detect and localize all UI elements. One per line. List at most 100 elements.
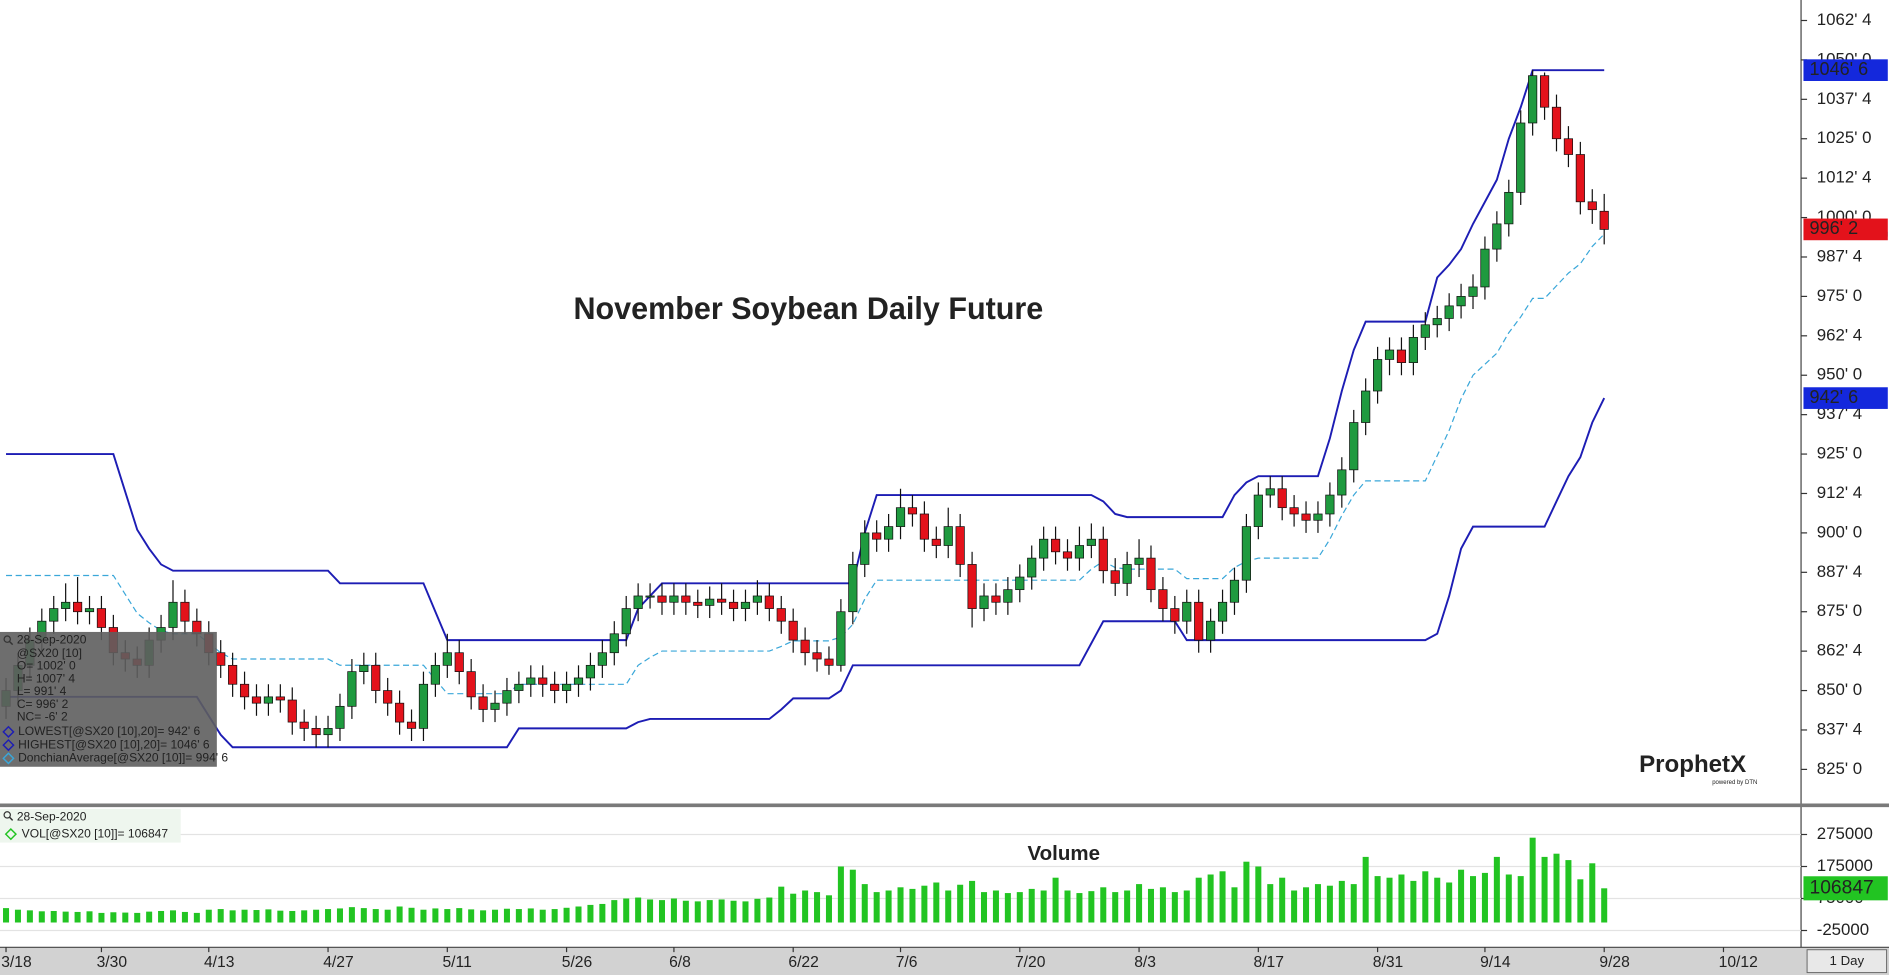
interval-label: 1 Day — [1830, 953, 1865, 968]
candle-body — [824, 658, 834, 666]
candle-body — [1313, 513, 1323, 521]
volume-bar — [1398, 874, 1405, 923]
volume-bar — [360, 908, 367, 923]
y-tick-label: 175000 — [1817, 856, 1873, 875]
candle-body — [1217, 601, 1228, 622]
x-tick-label: 8/3 — [1134, 954, 1156, 971]
volume-bar — [1469, 876, 1477, 923]
search-icon — [9, 641, 14, 646]
x-tick-label: 10/12 — [1719, 954, 1758, 971]
volume-bar — [1601, 888, 1608, 923]
candle-body — [1170, 608, 1180, 622]
value-label-box — [1803, 876, 1888, 901]
x-tick-label: 7/6 — [896, 954, 918, 971]
volume-bar — [277, 910, 284, 923]
volume-bar — [802, 890, 809, 923]
candle-body — [1277, 488, 1287, 509]
volume-bar — [1493, 856, 1500, 923]
volume-bar — [1100, 887, 1107, 923]
candle-body — [1086, 538, 1096, 546]
candle-body — [1301, 513, 1311, 521]
candle-body — [406, 721, 417, 729]
candle-body — [1039, 538, 1049, 559]
volume-bar — [444, 909, 451, 923]
candle-body — [645, 595, 655, 598]
channel-line — [6, 69, 1605, 642]
x-tick-label: 8/17 — [1254, 954, 1284, 971]
watermark: ProphetX — [1639, 751, 1746, 778]
volume-bar — [1219, 871, 1226, 923]
volume-bar — [229, 910, 236, 923]
volume-bar — [814, 892, 821, 923]
volume-bar — [861, 884, 868, 923]
candle-body — [538, 677, 548, 685]
volume-bar — [1481, 872, 1488, 923]
volume-bar — [456, 908, 463, 923]
candle-body — [180, 601, 190, 622]
candle-body — [967, 564, 977, 609]
candle-body — [633, 595, 643, 609]
legend-icon — [2, 752, 15, 765]
volume-bar — [575, 906, 582, 923]
y-tick-label: 850' 0 — [1817, 680, 1862, 699]
volume-bar — [981, 892, 988, 923]
volume-bar — [778, 886, 785, 923]
volume-bar — [682, 900, 689, 923]
volume-bar — [1565, 860, 1572, 923]
candle-body — [872, 532, 882, 540]
candle-body — [1206, 620, 1216, 641]
candle-body — [1504, 191, 1514, 225]
volume-bar — [1064, 890, 1071, 923]
y-tick-label: 912' 4 — [1817, 483, 1862, 502]
volume-bar — [670, 898, 677, 923]
candle-body — [1158, 589, 1168, 609]
candle-body — [84, 608, 95, 613]
volume-bar — [599, 903, 606, 923]
candle-body — [192, 620, 202, 635]
candle-body — [1468, 286, 1478, 297]
y-tick-label: 975' 0 — [1817, 286, 1862, 305]
candle-body — [1587, 201, 1597, 211]
candle-body — [752, 595, 762, 603]
candle-body — [550, 683, 560, 691]
x-tick-label: 9/14 — [1480, 954, 1511, 971]
x-tick-label: 5/11 — [442, 954, 471, 971]
channel-line — [6, 397, 1606, 749]
candle-body — [73, 601, 83, 613]
volume-bar — [706, 900, 713, 923]
legend-entry: DonchianAverage[@SX20 [10]]= 994' 6 — [18, 751, 228, 765]
volume-bar — [1195, 877, 1202, 923]
candle-body — [812, 652, 822, 660]
search-icon — [3, 811, 11, 819]
y-tick-label: 900' 0 — [1817, 522, 1862, 541]
candle-body — [239, 683, 250, 698]
candle-body — [430, 664, 440, 685]
volume-bar — [551, 909, 558, 923]
volume-bar — [1076, 893, 1083, 923]
volume-bar — [14, 909, 21, 923]
volume-bar — [122, 912, 129, 923]
volume-bar — [1040, 890, 1047, 923]
volume-bar — [289, 910, 296, 923]
readout-line: @SX20 [10] — [17, 646, 82, 660]
volume-bar — [754, 898, 761, 923]
volume-bar — [1279, 877, 1286, 923]
volume-bar — [1529, 837, 1536, 923]
volume-bar — [205, 909, 212, 923]
volume-bar — [1171, 892, 1178, 923]
x-tick-label: 6/8 — [669, 954, 691, 971]
volume-bar — [1124, 890, 1131, 923]
y-tick-label: 887' 4 — [1817, 562, 1862, 581]
legend-entry: VOL[@SX20 [10]]= 106847 — [22, 826, 169, 840]
y-tick-label: -25000 — [1817, 920, 1869, 939]
volume-bar — [1052, 877, 1059, 923]
volume-bar — [945, 890, 952, 923]
volume-bar — [1183, 890, 1190, 923]
candle-body — [848, 564, 858, 613]
volume-bar — [539, 909, 546, 923]
volume-bar — [1016, 892, 1023, 923]
readout-line: C= 996' 2 — [17, 697, 69, 711]
volume-bar — [396, 906, 403, 923]
candle-body — [1432, 318, 1442, 326]
